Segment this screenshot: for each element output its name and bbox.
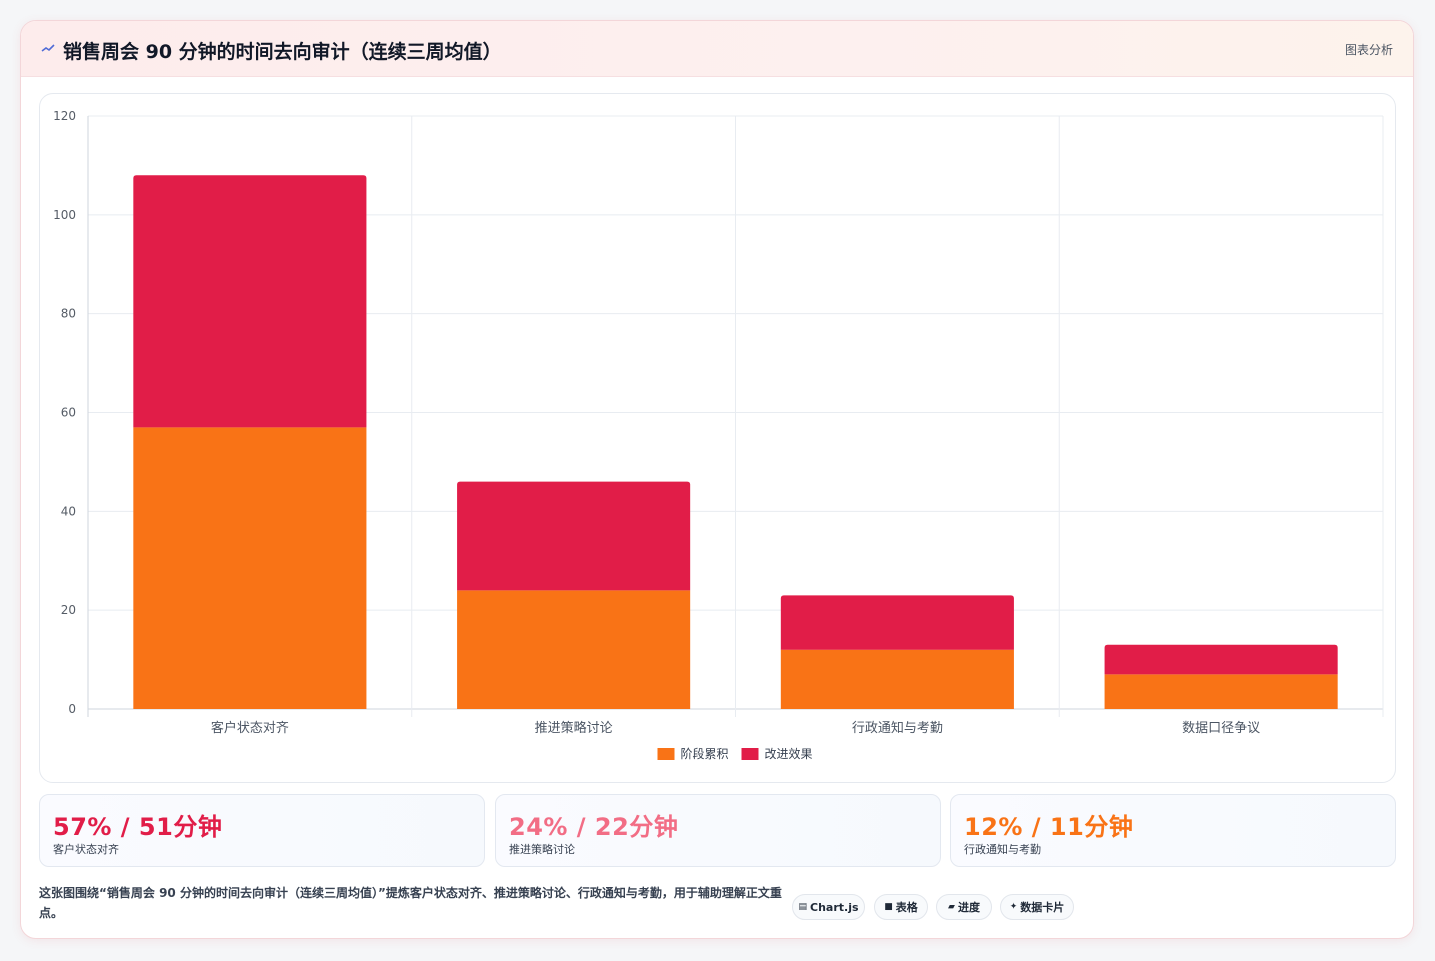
tag-label: Chart.js [810,900,859,914]
legend-label: 改进效果 [765,746,813,761]
y-tick-label: 20 [61,603,76,617]
trend-line-icon [41,44,55,52]
tag-label: 数据卡片 [1020,901,1065,914]
tag-chartjs[interactable]: ▤ Chart.js [792,894,865,920]
bar-segment-阶段累积 [133,427,367,709]
legend-swatch [741,748,759,760]
page-title: 销售周会 90 分钟的时间去向审计（连续三周均值） [63,41,502,63]
bar-segment-改进效果 [457,481,691,591]
tag-label: 表格 [895,901,918,914]
stat-card-3: 12% / 11分钟 行政通知与考勤 [950,794,1396,867]
bar-segment-阶段累积 [1104,674,1338,709]
y-tick-label: 80 [61,307,76,321]
bar-segment-阶段累积 [457,590,691,709]
tag-data-card[interactable]: ✦ 数据卡片 [1000,894,1074,920]
chart-caption: 这张图围绕“销售周会 90 分钟的时间去向审计（连续三周均值）”提炼客户状态对齐… [39,886,782,920]
bar-segment-改进效果 [780,595,1014,650]
y-tick-label: 100 [53,208,76,222]
stacked-bar-chart: 0 20 40 60 80 100 120 客户状态对齐 推进策略讨论 行政通知与考勤 数据口径争议… [53,109,1384,761]
stat-label: 客户状态对齐 [53,843,119,856]
y-tick-label: 40 [61,504,76,518]
tag-label: 进度 [957,901,980,914]
chart-area: 0 20 40 60 80 100 120 客户状态对齐 推进策略讨论 行政通知与考勤 数据口径争议… [39,93,1396,783]
stat-label: 行政通知与考勤 [964,843,1041,856]
tag-table[interactable]: ■ 表格 [874,894,928,920]
stat-value: 12% / 11分钟 [964,813,1134,841]
progress-icon: ▰ [948,902,955,912]
chart-card: 销售周会 90 分钟的时间去向审计（连续三周均值） 图表分析 0 20 40 60 80… [20,20,1414,939]
y-tick-label: 0 [68,702,76,716]
y-tick-label: 120 [53,109,76,123]
table-icon: ■ [884,902,893,912]
stat-value: 24% / 22分钟 [509,813,679,841]
stat-card-2: 24% / 22分钟 推进策略讨论 [495,794,941,867]
y-tick-label: 60 [61,406,76,420]
stat-card-1: 57% / 51分钟 客户状态对齐 [39,794,485,867]
chart-icon: ▤ [798,902,807,912]
card-header: 销售周会 90 分钟的时间去向审计（连续三周均值） 图表分析 [21,21,1413,77]
bar-segment-改进效果 [1104,644,1338,675]
stat-label: 推进策略讨论 [509,843,575,856]
legend-swatch [657,748,675,760]
chart-analysis-link[interactable]: 图表分析 [1344,43,1393,57]
x-tick-label: 行政通知与考勤 [852,720,943,736]
x-tick-label: 客户状态对齐 [211,720,289,736]
x-tick-label: 推进策略讨论 [535,720,613,736]
x-tick-label: 数据口径争议 [1182,721,1260,736]
sparkle-icon: ✦ [1009,902,1018,912]
bar-segment-阶段累积 [780,649,1014,709]
bar-segment-改进效果 [133,175,367,428]
tag-progress[interactable]: ▰ 进度 [936,894,992,920]
stat-value: 57% / 51分钟 [53,813,223,841]
legend-label: 阶段累积 [681,746,729,761]
